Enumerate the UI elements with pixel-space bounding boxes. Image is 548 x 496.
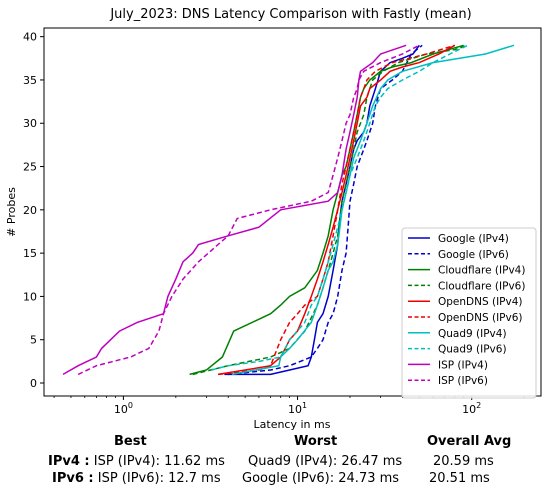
x-tick-label: 100: [114, 401, 133, 416]
summary-row-ipv4: IPv4 : ISP (IPv4): 11.62 ms: [48, 454, 225, 469]
y-tick-label: 15: [23, 247, 37, 260]
legend: Google (IPv4) Google (IPv6) Cloudflare (IP…: [401, 227, 537, 399]
legend-entry: OpenDNS (IPv4): [438, 296, 523, 308]
legend-entry: OpenDNS (IPv6): [438, 312, 523, 324]
summary-table: Best Worst Overall Avg IPv4 : ISP (IPv4)…: [0, 430, 548, 496]
latency-chart: July_2023: DNS Latency Comparison with F…: [5, 7, 542, 430]
x-axis-label: Latency in ms: [254, 418, 331, 430]
x-tick-label: 102: [462, 401, 481, 416]
y-tick-label: 0: [30, 377, 37, 390]
legend-entry: ISP (IPv6): [438, 375, 488, 387]
summary-row-label: IPv4 :: [48, 454, 90, 469]
legend-entry: Quad9 (IPv6): [438, 344, 507, 356]
series-line-1: [228, 44, 423, 376]
summary-worst-value: Quad9 (IPv4): 26.47 ms: [248, 454, 403, 469]
summary-header-avg: Overall Avg: [427, 434, 512, 449]
legend-entry: Google (IPv6): [438, 249, 509, 261]
legend-entry: Google (IPv4): [438, 233, 509, 245]
y-axis: 0 5 10 15 20 25 30 35 40: [23, 31, 44, 390]
series-line-5: [218, 44, 456, 376]
x-tick-label: 101: [288, 401, 307, 416]
series-line-9: [77, 44, 420, 376]
y-tick-label: 40: [23, 31, 37, 44]
y-tick-label: 30: [23, 117, 37, 130]
summary-best-value: ISP (IPv4): 11.62 ms: [93, 454, 225, 469]
summary-avg-value: 20.51 ms: [429, 471, 490, 486]
chart-title: July_2023: DNS Latency Comparison with F…: [109, 7, 471, 22]
legend-box: [401, 227, 537, 399]
series-line-3: [192, 44, 469, 376]
x-axis: 100 101 102: [53, 396, 525, 416]
legend-entry: Cloudflare (IPv6): [438, 280, 525, 292]
legend-entry: Quad9 (IPv4): [438, 328, 507, 340]
legend-entry: ISP (IPv4): [438, 359, 488, 371]
plot-frame: [43, 27, 542, 397]
summary-worst-value: Google (IPv6): 24.73 ms: [242, 471, 400, 486]
summary-row-label: IPv6 :: [52, 471, 94, 486]
y-tick-label: 35: [23, 74, 37, 87]
summary-row-ipv6: IPv6 : ISP (IPv6): 12.7 ms: [52, 471, 221, 486]
series-line-0: [224, 44, 420, 376]
y-tick-label: 25: [23, 161, 37, 174]
summary-header-best: Best: [114, 434, 147, 449]
series-line-7: [211, 44, 469, 371]
summary-header-worst: Worst: [294, 434, 338, 449]
y-axis-label: # Probes: [5, 187, 18, 237]
series-line-4: [217, 44, 456, 376]
summary-avg-value: 20.59 ms: [433, 454, 494, 469]
series-layer: [62, 44, 515, 376]
summary-best-value: ISP (IPv6): 12.7 ms: [97, 471, 221, 486]
y-tick-label: 20: [23, 204, 37, 217]
y-tick-label: 5: [30, 334, 37, 347]
y-tick-label: 10: [23, 290, 37, 303]
legend-entry: Cloudflare (IPv4): [438, 265, 525, 277]
